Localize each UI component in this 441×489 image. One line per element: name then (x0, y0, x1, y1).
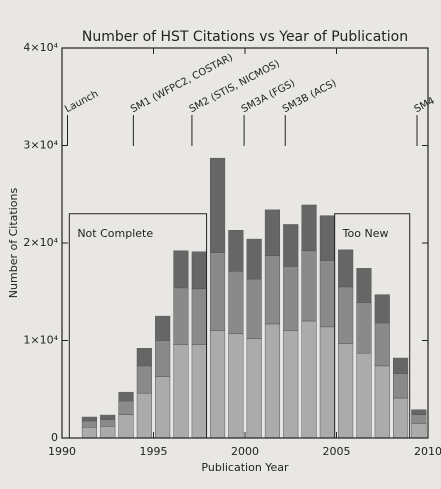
bar-segment (209, 157, 226, 253)
bar-segment (173, 250, 189, 289)
bar-segment (209, 252, 226, 331)
bar-segment (246, 338, 262, 439)
bar-segment (191, 288, 207, 345)
bar-segment (338, 286, 354, 344)
bar-segment (191, 344, 207, 439)
bar-segment (356, 268, 372, 303)
bar-segment (338, 343, 354, 439)
chart-title: Number of HST Citations vs Year of Publi… (82, 29, 408, 45)
bar-segment (228, 271, 244, 334)
bar-segment (173, 287, 189, 345)
bar-segment (118, 400, 134, 415)
bar-segment (319, 326, 335, 439)
bar-segment (283, 224, 299, 267)
bar-segment (136, 348, 152, 367)
y-axis-label: Number of Citations (7, 188, 20, 299)
bar-segment (209, 330, 226, 439)
bar-segment (155, 376, 171, 439)
bar-segment (155, 340, 171, 377)
bar-segment (136, 392, 152, 439)
bar-segment (136, 365, 152, 394)
bar-segment (319, 215, 335, 261)
y-tick-label: 1×10⁴ (23, 334, 58, 347)
bar-segment (228, 230, 244, 272)
bar-segment (173, 344, 189, 439)
bar-segment (301, 250, 317, 322)
bar-segment (301, 204, 317, 252)
bar-segment (100, 426, 116, 439)
bar-segment (374, 322, 390, 367)
x-tick-label: 1990 (48, 445, 76, 458)
y-tick-label: 2×10⁴ (23, 236, 58, 249)
bar-segment (392, 373, 409, 399)
x-tick-label: 1995 (140, 445, 168, 458)
bar-segment (81, 416, 98, 422)
bar-segment (301, 320, 317, 439)
bar-segment (191, 251, 207, 290)
y-tick-label: 3×10⁴ (23, 139, 58, 152)
bar-segment (411, 414, 427, 424)
bar-segment (246, 278, 262, 339)
bar-segment (356, 352, 372, 439)
bar-segment (374, 365, 390, 439)
bar-segment (283, 266, 299, 331)
bar-segment (411, 423, 427, 439)
bar-segment (100, 414, 116, 420)
bar-segment (374, 294, 390, 324)
bar-segment (392, 357, 409, 374)
bar-segment (264, 323, 281, 439)
bar-segment (319, 260, 335, 328)
bar-segment (155, 315, 171, 341)
x-axis-label: Publication Year (201, 461, 289, 474)
bar-segment (118, 391, 134, 402)
bar-segment (356, 302, 372, 354)
region-label: Not Complete (77, 227, 153, 240)
x-tick-label: 2010 (414, 445, 441, 458)
bar-segment (100, 419, 116, 427)
x-tick-label: 2000 (231, 445, 259, 458)
bar-segment (283, 330, 299, 439)
bar-segment (411, 409, 427, 415)
bar-segment (264, 255, 281, 325)
region-label: Too New (342, 227, 389, 240)
bar-segment (264, 209, 281, 256)
bar-segment (81, 420, 98, 428)
bar-segment (338, 249, 354, 288)
x-tick-label: 2005 (323, 445, 351, 458)
bar-segment (246, 238, 262, 280)
y-tick-label: 0 (51, 431, 58, 444)
bar-segment (81, 427, 98, 439)
bar-segment (228, 333, 244, 439)
bar-segment (392, 397, 409, 439)
y-tick-label: 4×10⁴ (23, 41, 58, 54)
bar-segment (118, 414, 134, 439)
